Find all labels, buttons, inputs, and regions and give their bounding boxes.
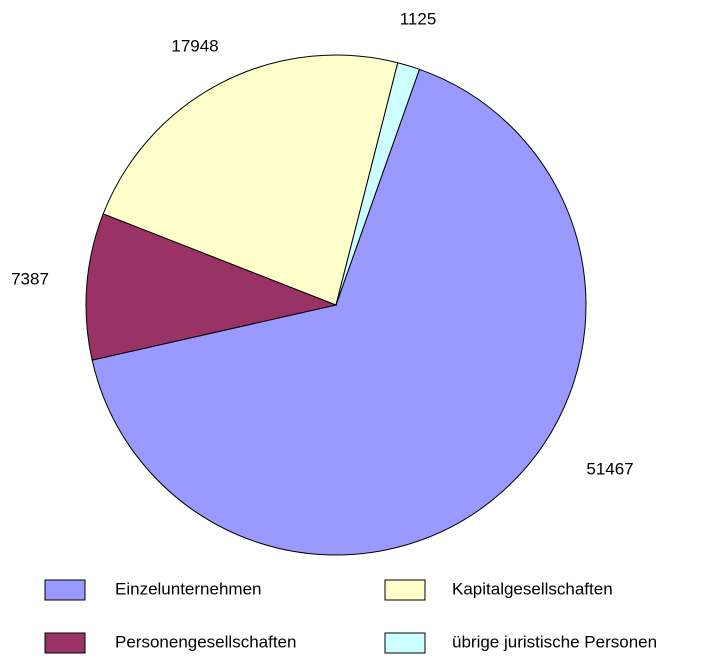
legend-swatch: [44, 632, 86, 654]
legend-label: übrige juristische Personen: [452, 632, 657, 651]
pie-slice: [85, 213, 338, 361]
data-label: 1125: [400, 9, 437, 28]
legend-swatch: [384, 579, 426, 601]
legend-label: Kapitalgesellschaften: [452, 579, 613, 598]
legend-label: Personengesellschaften: [115, 632, 296, 651]
data-label: 7387: [11, 269, 49, 288]
data-label: 17948: [171, 36, 218, 55]
legend-label: Einzelunternehmen: [115, 579, 261, 598]
legend-swatch: [44, 579, 86, 601]
pie-slice: [335, 62, 421, 306]
legend-swatch: [384, 632, 426, 654]
data-label: 51467: [586, 459, 633, 478]
pie-slice: [102, 54, 399, 306]
pie-slice: [91, 68, 587, 556]
